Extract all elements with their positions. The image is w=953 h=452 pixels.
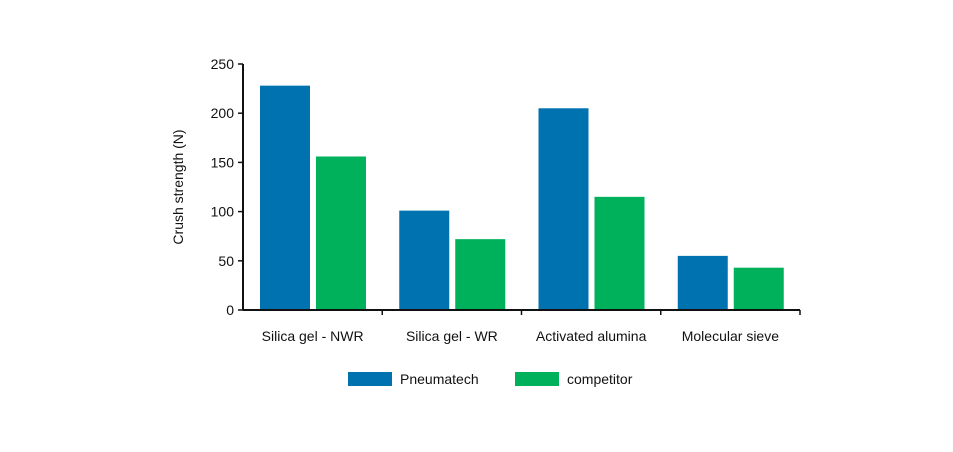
bar-pneumatech [260,85,310,310]
legend-label: Pneumatech [400,371,479,387]
legend: Pneumatech competitor [348,371,633,387]
bar-competitor [455,239,506,310]
x-tick-label: Activated alumina [536,328,647,344]
y-tick-label: 100 [211,204,235,220]
y-tick-label: 50 [218,253,234,269]
y-tick-label: 200 [211,105,235,121]
x-tick-label: Molecular sieve [682,328,779,344]
y-tick-label: 150 [211,154,235,170]
x-ticks-layer: Silica gel - NWR Silica gel - WR Activated… [262,310,801,344]
y-tick-label: 250 [211,56,235,72]
y-tick-label: 0 [226,302,234,318]
bars-layer [260,85,784,310]
bar-pneumatech [538,108,589,310]
bar-pneumatech [399,210,450,310]
bar-pneumatech [677,255,728,310]
legend-label: competitor [567,371,633,387]
bar-competitor [316,156,366,310]
bar-competitor [733,267,784,310]
y-ticks-layer: 0 50 100 150 200 250 [211,56,243,318]
bar-competitor [594,196,645,310]
x-tick-label: Silica gel - NWR [262,328,364,344]
legend-swatch [515,372,559,386]
legend-swatch [348,372,392,386]
x-tick-label: Silica gel - WR [406,328,498,344]
y-axis-label: Crush strength (N) [170,129,186,244]
